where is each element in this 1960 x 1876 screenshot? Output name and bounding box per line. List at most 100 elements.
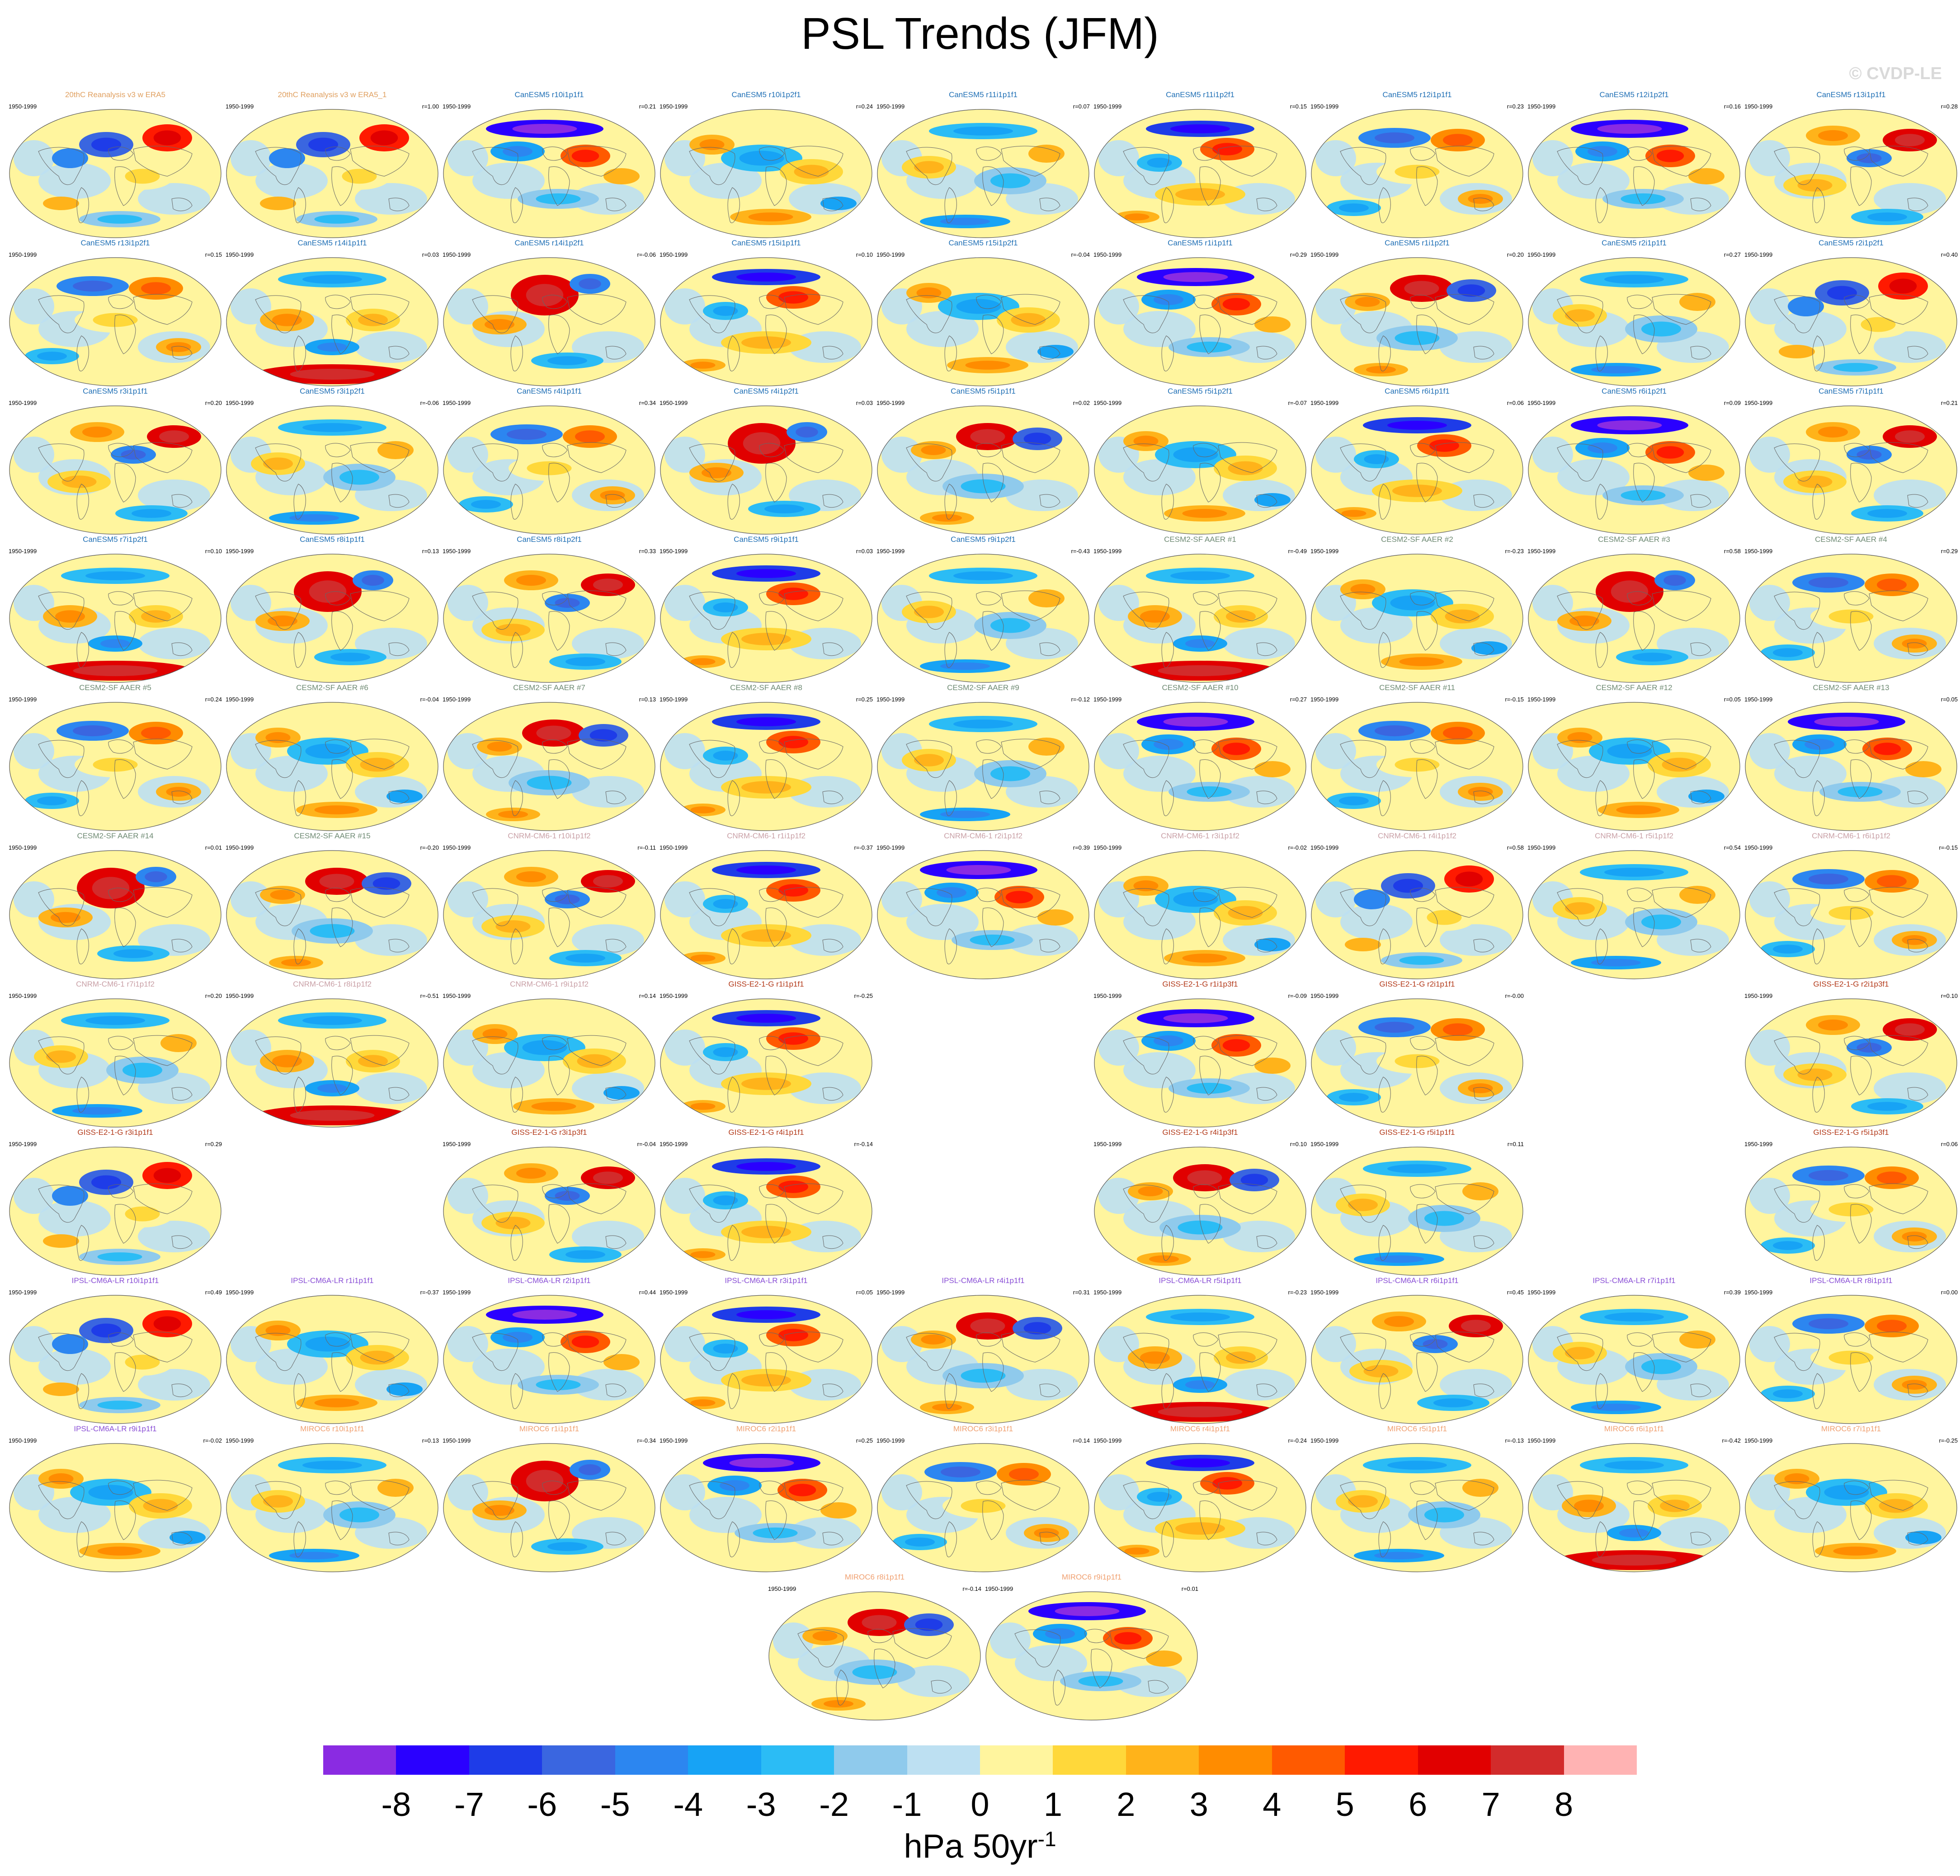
trend-contour [37, 352, 67, 361]
colorbar-box [1126, 1745, 1199, 1775]
panel-title: CanESM5 r6i1p1f1 [1385, 387, 1450, 395]
coastline [1557, 740, 1603, 778]
trend-contour [231, 140, 271, 176]
coastline [976, 1332, 1002, 1347]
panel-title: CanESM5 r1i1p2f1 [1385, 239, 1450, 247]
panel-title: CESM2-SF AAER #5 [79, 683, 151, 692]
trend-field [443, 258, 655, 386]
panel-correlation: r=0.44 [639, 1289, 656, 1296]
map-panel: CanESM5 r2i1p2f1 1950-1999 r=0.40 [1743, 239, 1960, 388]
coastline [1907, 346, 1928, 360]
coastline [605, 939, 627, 953]
map-panel-graphic [1094, 1443, 1306, 1572]
coastline [784, 1331, 843, 1363]
panel-correlation: r=0.06 [1941, 1141, 1958, 1147]
panel-period: 1950-1999 [1310, 400, 1339, 406]
coastline [1774, 443, 1820, 482]
coastline [784, 1480, 843, 1511]
trend-contour [1656, 446, 1684, 459]
map-panel: CanESM5 r3i1p2f1 1950-1999 r=-0.06 [224, 387, 441, 536]
trend-field [1528, 1295, 1740, 1424]
coastline [1652, 146, 1711, 177]
trend-contour [1055, 1606, 1120, 1616]
panel-title: GISS-E2-1-G r3i1p1f1 [77, 1128, 153, 1137]
trend-contour [319, 874, 354, 889]
coastline [822, 790, 843, 804]
coastline [759, 146, 785, 161]
trend-contour [664, 881, 705, 917]
panel-period: 1950-1999 [443, 844, 471, 851]
trend-contour [1809, 577, 1848, 588]
panel-period: 1950-1999 [226, 696, 254, 703]
coastline [1690, 939, 1711, 953]
coastline [38, 295, 85, 334]
trend-contour [97, 1252, 142, 1261]
trend-contour [1591, 1403, 1641, 1411]
coastline [38, 740, 85, 778]
map-outline [1094, 109, 1306, 238]
map-panel: MIROC6 r4i1p1f1 1950-1999 r=-0.24 [1092, 1425, 1309, 1574]
trend-contour [736, 1014, 796, 1023]
map-panel: CanESM5 r12i1p1f1 1950-1999 r=0.23 [1309, 90, 1526, 240]
trend-contour [1902, 1380, 1927, 1390]
panel-period: 1950-1999 [1744, 251, 1773, 258]
coastline [976, 739, 1002, 754]
panel-correlation: r=0.03 [856, 400, 873, 406]
map-panel: CanESM5 r7i1p2f1 1950-1999 r=0.10 [7, 535, 224, 684]
trend-contour [263, 457, 293, 470]
trend-contour [736, 569, 796, 578]
map-panel-graphic [1094, 554, 1306, 683]
trend-contour [536, 193, 581, 205]
map-panel-graphic [1745, 850, 1957, 979]
trend-contour [1657, 1517, 1729, 1549]
coastline [388, 1532, 410, 1546]
coastline [1473, 1383, 1494, 1397]
trend-contour [1443, 1023, 1473, 1036]
coastline [1199, 166, 1221, 206]
panel-period: 1950-1999 [876, 844, 905, 851]
panel-correlation: r=0.15 [205, 251, 222, 258]
trend-contour [741, 1226, 791, 1238]
coastline [548, 907, 570, 947]
map-panel-graphic [660, 109, 872, 238]
trend-contour [713, 899, 738, 909]
trend-contour [1879, 1499, 1914, 1513]
coastline [1690, 197, 1711, 212]
trend-contour [52, 1334, 88, 1354]
trend-field [226, 702, 438, 831]
trend-contour [1223, 628, 1295, 659]
panel-correlation: r=-0.43 [1071, 548, 1090, 555]
panel-title: CanESM5 r8i1p1f1 [300, 535, 365, 544]
map-outline [1094, 1147, 1306, 1276]
coastline [255, 888, 302, 926]
map-outline [1528, 257, 1740, 386]
panel-title: CESM2-SF AAER #4 [1815, 535, 1887, 544]
page-title: PSL Trends (JFM) [801, 9, 1159, 58]
map-outline [1311, 1295, 1523, 1424]
map-panel: IPSL-CM6A-LR r1i1p1f1 1950-1999 r=-0.37 [224, 1276, 441, 1425]
coastline [171, 494, 193, 508]
trend-contour [1433, 1398, 1473, 1407]
coastline [1844, 1036, 1870, 1050]
coastline [567, 738, 627, 770]
trend-contour [1114, 1665, 1187, 1697]
map-panel-graphic [660, 1295, 872, 1424]
coastline [1812, 335, 1825, 371]
coastline [76, 1373, 89, 1409]
coastline [765, 759, 787, 799]
map-outline [443, 1147, 655, 1276]
coastline [548, 463, 570, 503]
coastline [944, 484, 957, 520]
colorbar-box [1345, 1745, 1418, 1775]
coastline [1627, 1481, 1653, 1495]
coastline [976, 295, 1002, 309]
colorbar-box [469, 1745, 542, 1775]
trend-field [226, 851, 438, 979]
map-panel-graphic [1528, 850, 1740, 979]
coastline [1340, 443, 1386, 482]
trend-contour [702, 467, 731, 479]
coastline [784, 738, 843, 770]
coastline [1148, 1680, 1169, 1694]
panel-correlation: r=0.25 [856, 1437, 873, 1444]
map-panel-graphic [1311, 257, 1523, 386]
